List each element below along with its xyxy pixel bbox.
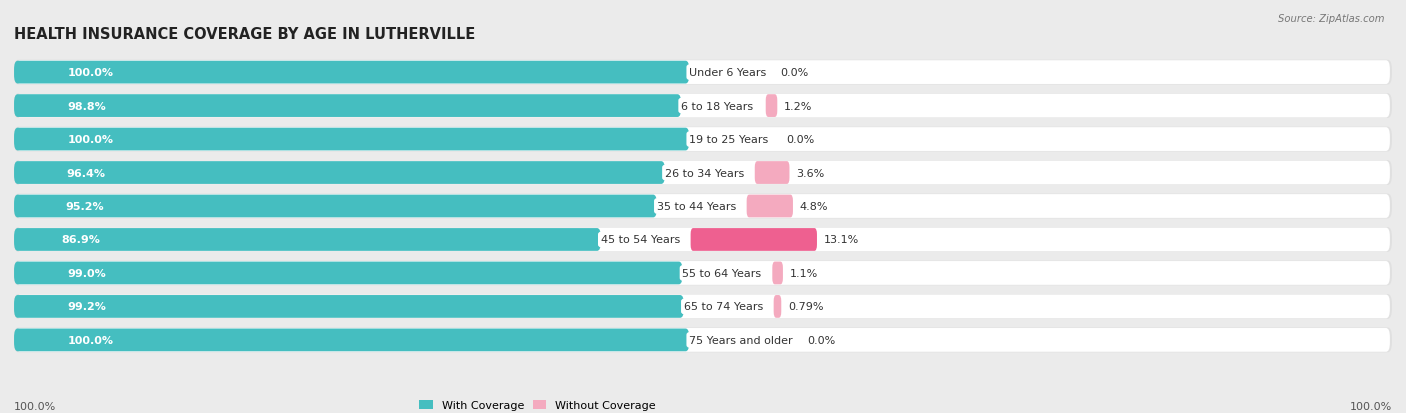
Text: 3.6%: 3.6% bbox=[796, 168, 824, 178]
FancyBboxPatch shape bbox=[14, 128, 689, 151]
Text: 26 to 34 Years: 26 to 34 Years bbox=[665, 168, 744, 178]
Text: 100.0%: 100.0% bbox=[67, 68, 114, 78]
FancyBboxPatch shape bbox=[14, 161, 1392, 185]
Text: 100.0%: 100.0% bbox=[67, 335, 114, 345]
Text: 6 to 18 Years: 6 to 18 Years bbox=[681, 101, 754, 112]
FancyBboxPatch shape bbox=[15, 295, 1391, 318]
Text: 0.0%: 0.0% bbox=[780, 68, 808, 78]
FancyBboxPatch shape bbox=[14, 62, 689, 84]
FancyBboxPatch shape bbox=[14, 61, 1392, 85]
Text: 0.79%: 0.79% bbox=[789, 301, 824, 312]
FancyBboxPatch shape bbox=[14, 162, 665, 185]
FancyBboxPatch shape bbox=[14, 329, 689, 351]
FancyBboxPatch shape bbox=[15, 228, 1391, 252]
Text: 4.8%: 4.8% bbox=[800, 202, 828, 211]
FancyBboxPatch shape bbox=[14, 94, 1392, 119]
Text: 100.0%: 100.0% bbox=[14, 401, 56, 411]
FancyBboxPatch shape bbox=[15, 61, 1391, 85]
FancyBboxPatch shape bbox=[15, 328, 1391, 352]
FancyBboxPatch shape bbox=[14, 328, 1392, 352]
FancyBboxPatch shape bbox=[15, 261, 1391, 285]
Text: 19 to 25 Years: 19 to 25 Years bbox=[689, 135, 769, 145]
Text: 98.8%: 98.8% bbox=[67, 101, 107, 112]
FancyBboxPatch shape bbox=[15, 128, 1391, 152]
Text: 13.1%: 13.1% bbox=[824, 235, 859, 245]
Text: 96.4%: 96.4% bbox=[66, 168, 105, 178]
FancyBboxPatch shape bbox=[14, 228, 1392, 252]
Text: 55 to 64 Years: 55 to 64 Years bbox=[682, 268, 762, 278]
Text: 1.2%: 1.2% bbox=[785, 101, 813, 112]
FancyBboxPatch shape bbox=[772, 262, 783, 285]
Text: Under 6 Years: Under 6 Years bbox=[689, 68, 766, 78]
Legend: With Coverage, Without Coverage: With Coverage, Without Coverage bbox=[415, 395, 661, 413]
Text: 100.0%: 100.0% bbox=[67, 135, 114, 145]
FancyBboxPatch shape bbox=[690, 228, 817, 251]
FancyBboxPatch shape bbox=[14, 294, 1392, 319]
FancyBboxPatch shape bbox=[14, 95, 681, 118]
Text: 65 to 74 Years: 65 to 74 Years bbox=[683, 301, 763, 312]
Text: Source: ZipAtlas.com: Source: ZipAtlas.com bbox=[1278, 14, 1385, 24]
FancyBboxPatch shape bbox=[14, 228, 600, 251]
FancyBboxPatch shape bbox=[15, 195, 1391, 218]
FancyBboxPatch shape bbox=[747, 195, 793, 218]
FancyBboxPatch shape bbox=[14, 262, 682, 285]
Text: 1.1%: 1.1% bbox=[790, 268, 818, 278]
Text: 86.9%: 86.9% bbox=[60, 235, 100, 245]
Text: 100.0%: 100.0% bbox=[1350, 401, 1392, 411]
Text: 99.2%: 99.2% bbox=[67, 301, 107, 312]
Text: 45 to 54 Years: 45 to 54 Years bbox=[600, 235, 681, 245]
Text: 0.0%: 0.0% bbox=[786, 135, 814, 145]
Text: HEALTH INSURANCE COVERAGE BY AGE IN LUTHERVILLE: HEALTH INSURANCE COVERAGE BY AGE IN LUTH… bbox=[14, 26, 475, 41]
Text: 75 Years and older: 75 Years and older bbox=[689, 335, 793, 345]
FancyBboxPatch shape bbox=[15, 161, 1391, 185]
FancyBboxPatch shape bbox=[14, 127, 1392, 152]
FancyBboxPatch shape bbox=[14, 261, 1392, 286]
FancyBboxPatch shape bbox=[14, 194, 1392, 219]
FancyBboxPatch shape bbox=[773, 295, 782, 318]
Text: 95.2%: 95.2% bbox=[66, 202, 104, 211]
FancyBboxPatch shape bbox=[14, 195, 657, 218]
FancyBboxPatch shape bbox=[755, 162, 790, 185]
FancyBboxPatch shape bbox=[766, 95, 778, 118]
FancyBboxPatch shape bbox=[15, 95, 1391, 118]
FancyBboxPatch shape bbox=[14, 295, 683, 318]
Text: 99.0%: 99.0% bbox=[67, 268, 107, 278]
Text: 35 to 44 Years: 35 to 44 Years bbox=[657, 202, 737, 211]
Text: 0.0%: 0.0% bbox=[807, 335, 835, 345]
